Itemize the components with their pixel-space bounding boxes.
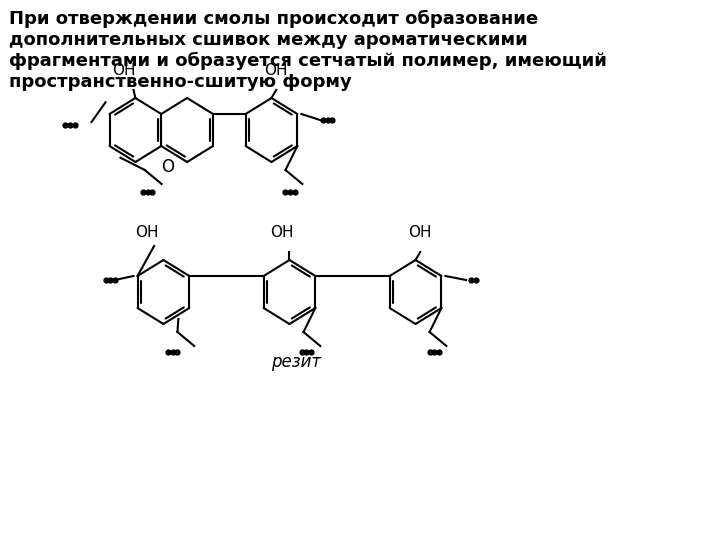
Text: OH: OH xyxy=(408,225,432,240)
Text: O: O xyxy=(161,158,174,176)
Text: OH: OH xyxy=(112,63,136,78)
Text: резит: резит xyxy=(271,353,321,371)
Text: OH: OH xyxy=(270,225,294,240)
Text: OH: OH xyxy=(264,63,288,78)
Text: OH: OH xyxy=(135,225,158,240)
Text: При отверждении смолы происходит образование
дополнительных сшивок между аромати: При отверждении смолы происходит образов… xyxy=(9,10,607,91)
